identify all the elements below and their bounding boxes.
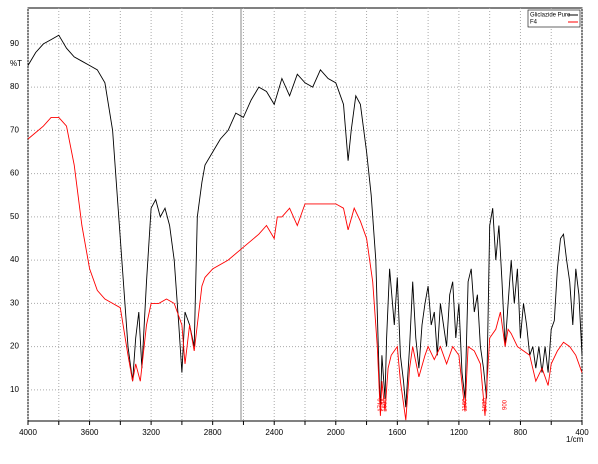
x-tick-label: 3200 (142, 428, 160, 437)
spectrum-line (27, 116, 583, 421)
y-tick-label: 40 (10, 255, 19, 264)
x-tick-label: 400 (575, 428, 589, 437)
x-tick-label: 3600 (81, 428, 99, 437)
peak-label: 900 (503, 399, 509, 410)
x-tick-label: 4000 (19, 428, 37, 437)
y-tick-label: 80 (10, 82, 19, 91)
peak-label: 1160 (463, 398, 469, 412)
legend-label: Gliclazide Pure (530, 13, 571, 19)
peak-label: 1030 (483, 398, 489, 412)
y-tick-label: 90 (10, 39, 19, 48)
y-tick-label: 30 (10, 298, 19, 307)
x-tick-label: 800 (514, 428, 528, 437)
y-tick-label: 20 (10, 342, 19, 351)
spectrum-line (27, 34, 583, 412)
x-axis-label: 1/cm (566, 435, 584, 444)
peak-label: 1710 (378, 398, 384, 412)
x-tick-label: 2800 (204, 428, 222, 437)
legend-label: F4 (530, 20, 538, 26)
x-tick-label: 1200 (450, 428, 468, 437)
peak-label: 1680 (383, 398, 389, 412)
x-tick-label: 1600 (388, 428, 406, 437)
legend-box (527, 9, 581, 28)
y-tick-label: 70 (10, 125, 19, 134)
y-tick-label: 50 (10, 212, 19, 221)
y-axis-label: %T (10, 59, 22, 68)
x-tick-label: 2000 (327, 428, 345, 437)
y-tick-label: 60 (10, 169, 19, 178)
x-tick-label: 2400 (265, 428, 283, 437)
y-tick-label: 10 (10, 385, 19, 394)
